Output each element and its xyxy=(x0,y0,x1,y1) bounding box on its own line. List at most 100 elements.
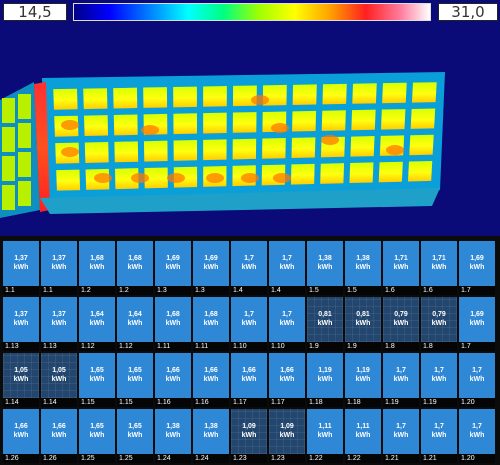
panel-id-label: 1.4 xyxy=(231,286,267,295)
panel-fringe xyxy=(40,188,440,214)
panel-yield-value: 1,05 xyxy=(14,367,28,374)
panel-tile-face xyxy=(383,297,419,342)
panel-yield-value: 1,38 xyxy=(204,423,218,430)
panel-tile: 0,81 kWh 1.9 xyxy=(307,297,343,351)
panel-yield-unit: kWh xyxy=(279,432,295,439)
panel-yield-unit: kWh xyxy=(127,264,143,271)
panel-tile: 1,71 kWh 1.6 xyxy=(383,241,419,295)
panel-yield-unit: kWh xyxy=(355,320,371,327)
panel-yield-unit: kWh xyxy=(165,376,181,383)
panel-id-label: 1.8 xyxy=(421,342,457,351)
panel-id-label: 1.22 xyxy=(345,454,381,463)
panel-tile: 1,37 kWh 1.1 xyxy=(3,241,39,295)
panel-id-label: 1.12 xyxy=(79,342,115,351)
panel-yield-value: 1,7 xyxy=(472,367,482,374)
thermal-cell xyxy=(173,113,197,135)
panel-id-label: 1.5 xyxy=(345,286,381,295)
panel-yield-value: 0,81 xyxy=(356,311,370,318)
panel-yield-unit: kWh xyxy=(469,320,485,327)
side-thermal-cell xyxy=(18,123,31,148)
thermal-cell xyxy=(173,86,197,108)
panel-id-label: 1.9 xyxy=(345,342,381,351)
panel-yield-value: 1,65 xyxy=(128,423,142,430)
panel-id-label: 1.2 xyxy=(79,286,115,295)
panel-yield-unit: kWh xyxy=(431,376,447,383)
panel-id-label: 1.14 xyxy=(41,398,77,407)
hot-spot xyxy=(94,173,112,183)
panel-tile: 1,66 kWh 1.26 xyxy=(41,409,77,463)
panel-tile: 1,7 kWh 1.10 xyxy=(269,297,305,351)
panel-yield-unit: kWh xyxy=(241,432,257,439)
panel-yield-value: 1,7 xyxy=(472,423,482,430)
panel-tile: 1,38 kWh 1.5 xyxy=(345,241,381,295)
panel-tile: 1,68 kWh 1.11 xyxy=(193,297,229,351)
panel-array xyxy=(42,72,445,200)
panel-tile: 1,66 kWh 1.16 xyxy=(193,353,229,407)
panel-tile: 1,7 kWh 1.4 xyxy=(269,241,305,295)
panel-yield-value: 1,66 xyxy=(166,367,180,374)
panel-yield-value: 1,65 xyxy=(90,367,104,374)
panel-tile: 1,68 kWh 1.2 xyxy=(79,241,115,295)
panel-tile: 0,79 kWh 1.8 xyxy=(383,297,419,351)
panel-yield-value: 1,69 xyxy=(166,255,180,262)
panel-yield-unit: kWh xyxy=(203,264,219,271)
panel-tile: 1,7 kWh 1.10 xyxy=(231,297,267,351)
panel-yield-unit: kWh xyxy=(13,432,29,439)
panel-tile: 1,66 kWh 1.16 xyxy=(155,353,191,407)
panel-id-label: 1.12 xyxy=(117,342,153,351)
panel-yield-value: 1,66 xyxy=(280,367,294,374)
panel-tile: 1,7 kWh 1.21 xyxy=(383,409,419,463)
panel-yield-unit: kWh xyxy=(51,320,67,327)
panel-id-label: 1.10 xyxy=(231,342,267,351)
panel-yield-unit: kWh xyxy=(89,320,105,327)
panel-yield-value: 1,64 xyxy=(128,311,142,318)
panel-id-label: 1.6 xyxy=(383,286,419,295)
panel-tile: 1,69 kWh 1.7 xyxy=(459,241,495,295)
panel-yield-value: 1,66 xyxy=(14,423,28,430)
panel-yield-value: 0,79 xyxy=(432,311,446,318)
panel-id-label: 1.3 xyxy=(155,286,191,295)
panel-tile-face xyxy=(307,297,343,342)
panel-yield-unit: kWh xyxy=(89,432,105,439)
panel-tile: 1,7 kWh 1.19 xyxy=(383,353,419,407)
panel-tile: 1,11 kWh 1.22 xyxy=(345,409,381,463)
thermal-cell xyxy=(291,137,316,159)
thermal-cell xyxy=(378,161,403,183)
panel-tile: 1,7 kWh 1.19 xyxy=(421,353,457,407)
panel-tile: 0,81 kWh 1.9 xyxy=(345,297,381,351)
panel-yield-unit: kWh xyxy=(431,264,447,271)
panel-yield-unit: kWh xyxy=(13,264,29,271)
panel-yield-value: 1,7 xyxy=(244,311,254,318)
panel-tile: 1,65 kWh 1.25 xyxy=(79,409,115,463)
panel-tile: 1,37 kWh 1.1 xyxy=(41,241,77,295)
panel-id-label: 1.26 xyxy=(41,454,77,463)
thermal-cell xyxy=(232,85,257,107)
panel-id-label: 1.15 xyxy=(117,398,153,407)
thermal-cell xyxy=(84,141,109,163)
panel-tile: 1,7 kWh 1.21 xyxy=(421,409,457,463)
panel-yield-value: 1,11 xyxy=(356,423,370,430)
panel-yield-value: 0,81 xyxy=(318,311,332,318)
panel-yield-unit: kWh xyxy=(431,320,447,327)
panel-tile: 1,7 kWh 1.20 xyxy=(459,353,495,407)
thermal-cell xyxy=(411,82,437,103)
panel-yield-unit: kWh xyxy=(203,432,219,439)
panel-tile: 1,65 kWh 1.15 xyxy=(79,353,115,407)
panel-id-label: 1.21 xyxy=(383,454,419,463)
thermal-image: 14,5 31,0 xyxy=(0,0,500,236)
panel-yield-value: 1,68 xyxy=(204,311,218,318)
panel-id-label: 1.16 xyxy=(155,398,191,407)
thermal-cell xyxy=(83,88,108,110)
panel-yield-unit: kWh xyxy=(51,432,67,439)
thermal-cell xyxy=(380,109,406,130)
thermal-cell xyxy=(114,141,139,163)
panel-yield-value: 1,7 xyxy=(396,423,406,430)
side-thermal-cell xyxy=(2,127,15,152)
panel-id-label: 1.17 xyxy=(269,398,305,407)
panel-tile: 1,05 kWh 1.14 xyxy=(41,353,77,407)
thermal-cell xyxy=(113,114,138,136)
panel-id-label: 1.15 xyxy=(79,398,115,407)
panel-id-label: 1.16 xyxy=(193,398,229,407)
panel-yield-value: 1,09 xyxy=(242,423,256,430)
panel-yield-unit: kWh xyxy=(203,376,219,383)
